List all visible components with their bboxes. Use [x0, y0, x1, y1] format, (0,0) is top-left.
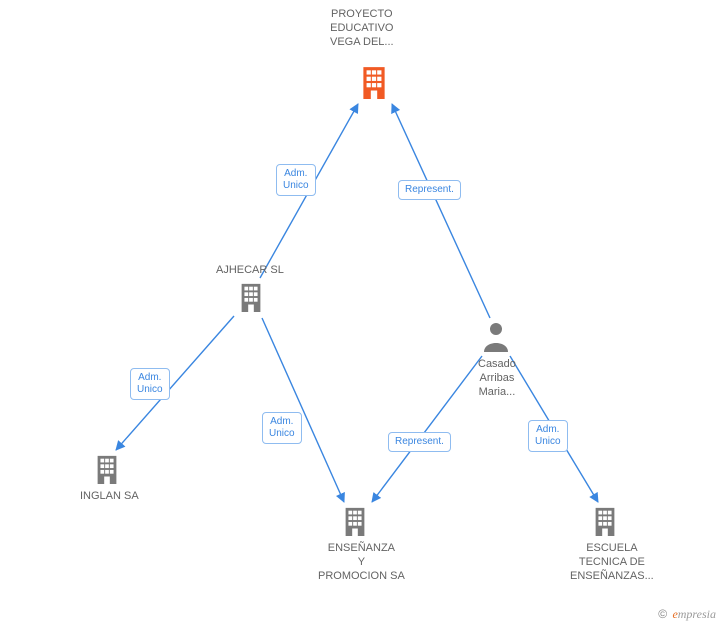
node-label-ajhecar[interactable]: AJHECAR SL — [216, 264, 284, 278]
edge-label: Adm. Unico — [276, 164, 316, 196]
building-icon[interactable] — [236, 282, 266, 317]
building-icon[interactable] — [92, 454, 122, 489]
building-icon[interactable] — [590, 506, 620, 541]
copyright-symbol: © — [658, 607, 667, 621]
node-label-inglan[interactable]: INGLAN SA — [80, 490, 139, 504]
edge-line — [372, 356, 482, 502]
org-diagram: PROYECTO EDUCATIVO VEGA DEL... AJHECAR S… — [0, 0, 728, 630]
edge-line — [262, 318, 344, 502]
edge-label: Adm. Unico — [262, 412, 302, 444]
node-label-person[interactable]: Casado Arribas Maria... — [478, 358, 516, 399]
brand-rest: mpresia — [678, 607, 716, 621]
edge-label: Represent. — [398, 180, 461, 200]
node-label-escuela[interactable]: ESCUELA TECNICA DE ENSEÑANZAS... — [570, 542, 654, 583]
edge-label: Adm. Unico — [528, 420, 568, 452]
person-icon[interactable] — [480, 320, 512, 357]
edge-label: Represent. — [388, 432, 451, 452]
edge-line — [392, 104, 490, 318]
building-icon[interactable] — [340, 506, 370, 541]
building-icon[interactable] — [357, 65, 391, 104]
footer-attribution: © empresia — [658, 607, 716, 622]
node-label-ensenanza[interactable]: ENSEÑANZA Y PROMOCION SA — [318, 542, 405, 583]
node-label-root[interactable]: PROYECTO EDUCATIVO VEGA DEL... — [330, 8, 394, 49]
edge-label: Adm. Unico — [130, 368, 170, 400]
